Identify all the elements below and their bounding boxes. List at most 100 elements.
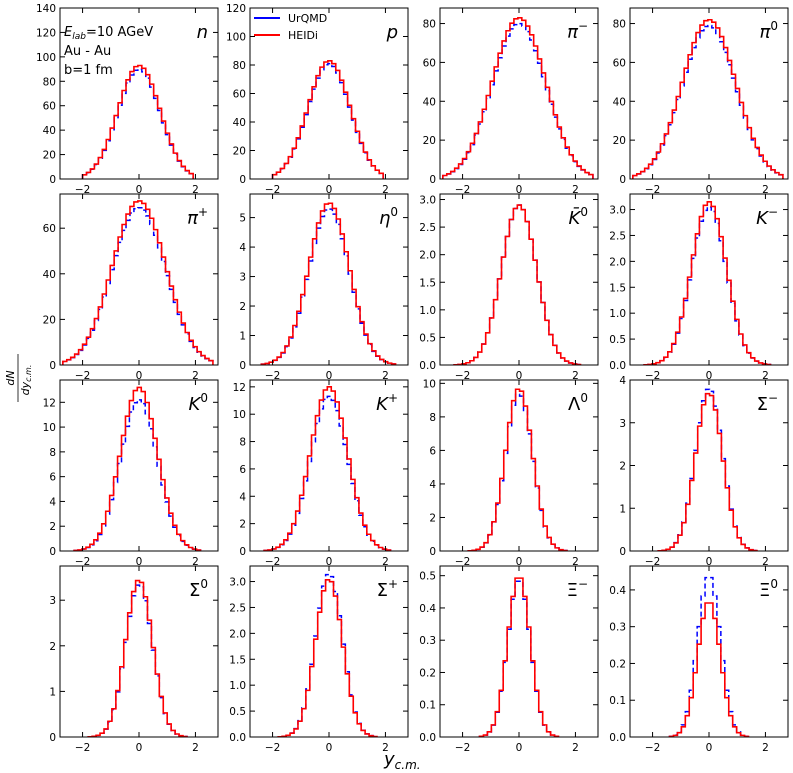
- y-tick-label-11-0: 0: [619, 546, 626, 558]
- series-heidi-11: [657, 392, 758, 552]
- y-tick-label-0-0: 0: [49, 174, 56, 186]
- x-tick-label-5-2: 2: [382, 370, 389, 382]
- y-tick-label-9-3: 6: [239, 464, 246, 476]
- y-tick-label-5-1: 1: [239, 331, 246, 343]
- y-tick-label-3-0: 0: [619, 174, 626, 186]
- y-tick-label-8-3: 6: [49, 472, 56, 484]
- y-tick-label-10-2: 4: [429, 479, 436, 491]
- series-urqmd-8: [73, 399, 202, 552]
- y-tick-label-0-1: 20: [43, 150, 56, 162]
- y-tick-label-4-0: 0: [49, 360, 56, 372]
- x-tick-label-8-2: 2: [192, 556, 199, 568]
- y-tick-label-1-1: 20: [233, 146, 246, 158]
- x-tick-label-10-0: −2: [455, 556, 470, 568]
- panel-label-sup-8: 0: [200, 391, 208, 405]
- series-heidi-9: [263, 386, 392, 552]
- x-tick-label-6-1: 0: [516, 370, 523, 382]
- y-tick-label-11-4: 4: [619, 375, 626, 387]
- x-tick-label-12-2: 2: [192, 742, 199, 754]
- y-tick-label-14-5: 0.5: [419, 571, 436, 583]
- series-urqmd-10: [467, 393, 568, 552]
- panel-label-2: π−: [567, 19, 588, 43]
- y-tick-label-5-5: 5: [239, 213, 246, 225]
- panel-11: 0 1 2 3 4 −2 0 2 Σ−: [619, 375, 789, 568]
- series-heidi-6: [453, 204, 582, 366]
- panel-0: 0 20 40 60 80 100 120 140 −2 0 2 n: [36, 3, 219, 196]
- y-tick-label-0-6: 120: [36, 27, 56, 39]
- panel-label-main-14: Ξ: [567, 580, 578, 601]
- panel-label-main-12: Σ: [189, 580, 200, 601]
- series-urqmd-14: [478, 580, 560, 738]
- panel-label-main-8: K: [189, 394, 202, 415]
- y-tick-label-1-5: 100: [226, 32, 246, 44]
- y-tick-label-7-0: 0.0: [609, 360, 626, 372]
- y-tick-label-10-0: 0: [429, 546, 436, 558]
- y-tick-label-14-2: 0.2: [419, 667, 436, 679]
- series-urqmd-12: [87, 584, 188, 738]
- panel-label-11: Σ−: [757, 391, 778, 415]
- x-tick-label-3-1: 0: [706, 184, 713, 196]
- y-tick-label-12-2: 2: [49, 641, 56, 653]
- annotation-impact: b=1 fm: [64, 63, 113, 78]
- y-tick-label-13-1: 0.5: [229, 706, 246, 718]
- y-tick-label-10-5: 10: [423, 378, 436, 390]
- panel-6: 0.00.51.01.52.02.53.0−2 0 2K̄0: [419, 193, 599, 382]
- y-tick-label-2-2: 40: [423, 96, 436, 108]
- legend-urqmd-label: UrQMD: [288, 12, 327, 25]
- x-tick-label-8-1: 0: [136, 556, 143, 568]
- panel-label-15: Ξ0: [759, 577, 778, 601]
- series-urqmd-6: [453, 204, 582, 366]
- x-tick-label-6-2: 2: [572, 370, 579, 382]
- x-tick-label-2-1: 0: [516, 184, 523, 196]
- y-tick-label-6-1: 0.5: [419, 332, 436, 344]
- panel-9: 0 2 4 6 8 10 12 −2 0 2 K+: [233, 379, 409, 568]
- series-heidi-3: [632, 18, 784, 179]
- y-tick-label-7-5: 2.5: [609, 230, 626, 242]
- x-axis-label: yc.m.: [383, 749, 421, 772]
- x-tick-label-15-2: 2: [762, 742, 769, 754]
- x-tick-label-1-2: 2: [382, 184, 389, 196]
- y-tick-label-14-1: 0.1: [419, 700, 436, 712]
- panel-label-3: π0: [760, 19, 778, 43]
- panel-label-12: Σ0: [189, 577, 208, 601]
- x-tick-label-7-0: −2: [645, 370, 660, 382]
- y-tick-label-2-3: 60: [423, 57, 436, 69]
- y-axis-label-denominator: dyc.m.: [19, 365, 33, 396]
- y-tick-label-1-3: 60: [233, 89, 246, 101]
- y-tick-label-1-0: 0: [239, 174, 246, 186]
- y-tick-label-8-2: 4: [49, 496, 56, 508]
- x-tick-label-11-1: 0: [706, 556, 713, 568]
- panel-7: 0.0 0.5 1.0 1.5 2.0 2.5 3.0 −2 0 2 K−: [609, 193, 789, 382]
- y-tick-label-3-3: 60: [613, 57, 626, 69]
- x-tick-label-3-2: 2: [762, 184, 769, 196]
- y-tick-label-11-2: 2: [619, 461, 626, 473]
- y-tick-label-8-5: 10: [43, 422, 56, 434]
- y-tick-label-0-4: 80: [43, 76, 56, 88]
- panel-label-sup-6: 0: [580, 205, 588, 219]
- y-tick-label-2-4: 80: [423, 19, 436, 31]
- y-tick-label-3-1: 20: [613, 135, 626, 147]
- y-tick-label-13-4: 2.0: [229, 628, 246, 640]
- y-tick-label-0-2: 40: [43, 125, 56, 137]
- y-tick-label-12-1: 1: [49, 686, 56, 698]
- series-heidi-12: [87, 579, 188, 738]
- series-heidi-8: [73, 386, 202, 552]
- x-tick-label-15-0: −2: [645, 742, 660, 754]
- y-tick-label-1-2: 40: [233, 117, 246, 129]
- y-tick-label-15-0: 0.0: [609, 732, 626, 744]
- series-urqmd-13: [277, 573, 378, 738]
- panel-label-sup-3: 0: [770, 19, 778, 33]
- panel-14: 0.0 0.1 0.2 0.3 0.4 0.5 −2 0 2 Ξ−: [419, 565, 599, 754]
- legend-heidi-label: HEIDi: [288, 29, 318, 42]
- panel-label-sup-2: −: [578, 19, 588, 33]
- x-tick-label-7-1: 0: [706, 370, 713, 382]
- y-tick-label-14-3: 0.3: [419, 635, 436, 647]
- x-tick-label-1-1: 0: [326, 184, 333, 196]
- x-tick-label-2-2: 2: [572, 184, 579, 196]
- x-tick-label-10-2: 2: [572, 556, 579, 568]
- series-heidi-14: [478, 577, 560, 738]
